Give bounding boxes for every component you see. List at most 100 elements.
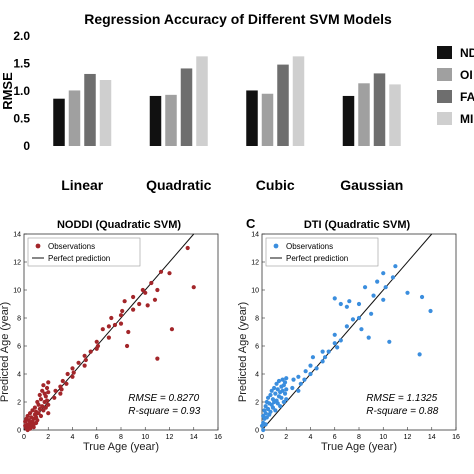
perfect-prediction-line: [261, 233, 433, 431]
scatter-legend-box: [27, 237, 141, 267]
observation-point: [27, 411, 33, 416]
bar-mi-cubic: [292, 56, 305, 146]
y-tick-label: 14: [13, 232, 21, 239]
y-tick-label: 6: [255, 344, 259, 351]
observation-point: [344, 324, 349, 329]
observation-point: [263, 411, 268, 416]
observation-point: [303, 369, 308, 374]
observation-point: [88, 349, 93, 354]
observation-point: [59, 387, 64, 392]
dti-scatter-panel: DTI (Quadratic SVM) C 0 2 4 6 8 10 12 14 16 0 2 4 6 8 10…: [237, 216, 460, 453]
observation-point: [263, 404, 268, 409]
observation-point: [70, 366, 75, 371]
observation-point: [347, 299, 352, 304]
observation-point: [143, 290, 148, 295]
observation-point: [155, 356, 160, 361]
observation-point: [259, 423, 265, 428]
observation-point: [30, 408, 35, 413]
bar-nd-linear: [53, 98, 65, 146]
bar-chart-title: Regression Accuracy of Different SVM Mod…: [84, 11, 392, 27]
observation-point: [280, 388, 285, 393]
observation-point: [145, 303, 150, 308]
y-tick-label: 4: [255, 372, 259, 379]
y-tick-label: 12: [13, 260, 21, 267]
panel-label: C: [246, 216, 256, 231]
observation-point: [41, 408, 46, 413]
observation-point: [344, 304, 349, 309]
scatter-title: NODDI (Quadratic SVM): [57, 219, 181, 231]
y-tick-label: 14: [251, 232, 259, 239]
y-tick-label: 10: [251, 288, 259, 295]
noddi-scatter-panel: NODDI (Quadratic SVM) 0 2 4 6 8 10 12 14 16 0 2 4 6 8 1…: [0, 219, 222, 453]
y-tick-label: 12: [251, 260, 259, 267]
observation-point: [390, 275, 396, 280]
bar-chart-categories: Linear Quadratic Cubic Gaussian: [61, 177, 403, 193]
observation-point: [131, 294, 136, 300]
observation-point: [282, 380, 288, 385]
bar-nd-cubic: [246, 90, 258, 146]
observation-point: [140, 287, 145, 293]
observation-point: [296, 388, 301, 393]
observation-point: [71, 370, 76, 375]
observation-point: [322, 355, 328, 360]
observation-point: [274, 381, 279, 386]
observation-point: [36, 402, 41, 407]
observation-point: [82, 353, 87, 358]
observation-point: [335, 345, 340, 350]
observation-point: [58, 391, 63, 396]
observation-point: [276, 378, 282, 384]
observation-point: [320, 349, 325, 354]
observation-point: [152, 297, 158, 302]
observation-point: [269, 388, 274, 393]
observation-point: [405, 290, 410, 295]
observation-point: [279, 395, 284, 400]
x-tick-label: 16: [452, 434, 460, 441]
observation-point: [65, 371, 70, 377]
scatter-stat: R-square = 0.88: [366, 406, 438, 417]
observation-point: [371, 293, 376, 298]
bar-mi-gaussian: [389, 84, 401, 146]
observation-point: [37, 406, 42, 412]
bar-fa-linear: [84, 73, 96, 146]
x-tick-label: 4: [309, 434, 313, 441]
observation-point: [273, 408, 278, 413]
observation-point: [314, 366, 319, 371]
observation-point: [375, 279, 380, 284]
bar-chart-y-label: RMSE: [0, 72, 15, 110]
x-tick-label: 10: [141, 434, 149, 441]
bar-y-tick-label: 0.5: [13, 112, 30, 126]
observation-point: [356, 315, 362, 321]
y-axis-label: Predicted Age (year): [237, 302, 249, 402]
legend-observation-marker: [35, 243, 41, 249]
observation-point: [27, 426, 33, 431]
observation-point: [275, 401, 280, 406]
rmse-bar-chart: Regression Accuracy of Different SVM Mod…: [0, 11, 474, 193]
observation-point: [308, 363, 313, 368]
bar-oi-gaussian: [358, 83, 370, 146]
bar-fa-cubic: [277, 64, 289, 146]
observation-point: [332, 296, 337, 301]
observation-point: [44, 385, 50, 391]
observation-point: [118, 321, 124, 326]
observation-point: [53, 388, 58, 393]
observation-point: [34, 420, 39, 426]
y-tick-label: 6: [17, 344, 21, 351]
observation-point: [149, 280, 154, 286]
observation-point: [109, 315, 114, 321]
observation-point: [263, 422, 268, 427]
observation-point: [64, 381, 69, 386]
observation-point: [298, 381, 303, 386]
observation-point: [131, 307, 136, 312]
observation-point: [94, 339, 99, 344]
observation-point: [106, 335, 111, 340]
x-tick-label: 6: [333, 434, 337, 441]
observation-point: [25, 413, 30, 419]
observation-point: [275, 387, 280, 392]
observation-point: [158, 269, 164, 274]
x-tick-label: 0: [22, 434, 26, 441]
observation-point: [417, 352, 422, 357]
observation-point: [40, 388, 45, 393]
y-tick-label: 8: [255, 316, 259, 323]
x-tick-label: 8: [357, 434, 361, 441]
observation-point: [310, 355, 316, 360]
